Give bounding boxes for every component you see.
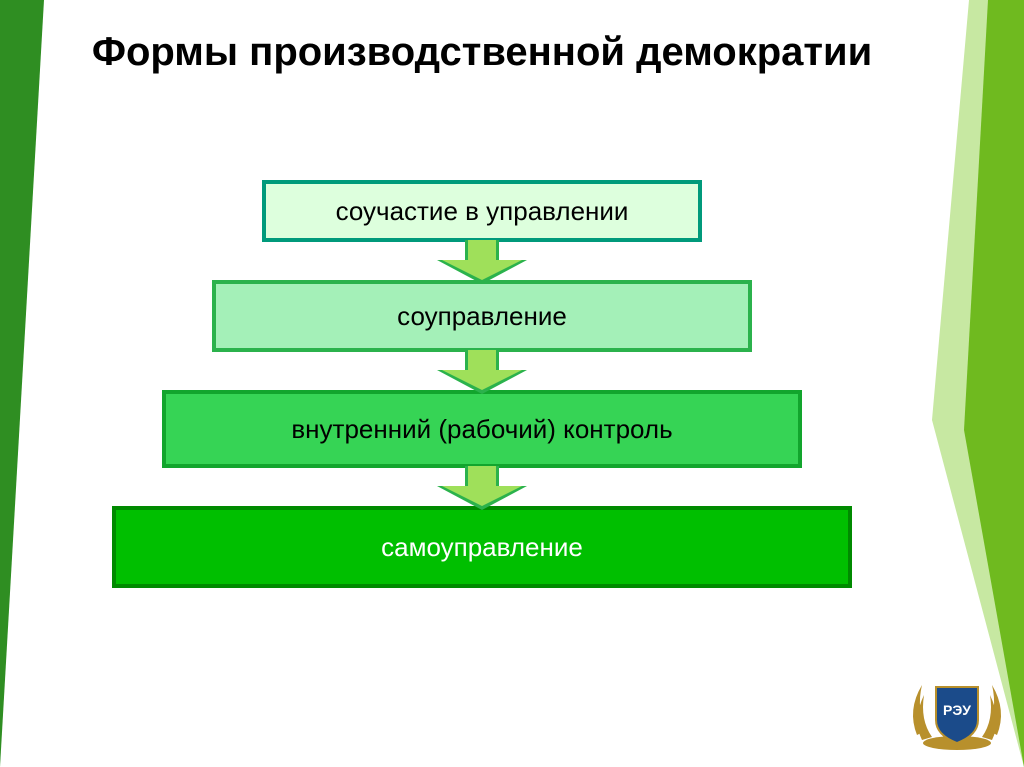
logo-initials: РЭУ	[943, 702, 971, 718]
left-corner-accent	[0, 0, 44, 767]
flow-box-label: соуправление	[397, 301, 567, 332]
right-accent-inner	[964, 0, 1024, 767]
flow-diagram: соучастие в управлении соуправление внутре…	[60, 180, 904, 588]
flow-arrow-2	[437, 466, 527, 508]
flow-box-1: соуправление	[212, 280, 752, 352]
flow-box-3: самоуправление	[112, 506, 852, 588]
flow-box-2: внутренний (рабочий) контроль	[162, 390, 802, 468]
flow-box-label: самоуправление	[381, 532, 583, 563]
slide: Формы производственной демократии соучас…	[0, 0, 1024, 767]
shield-icon: РЭУ	[936, 687, 978, 743]
flow-arrow-1	[437, 350, 527, 392]
slide-title: Формы производственной демократии	[60, 30, 904, 74]
flow-box-0: соучастие в управлении	[262, 180, 702, 242]
flow-box-label: соучастие в управлении	[336, 196, 629, 227]
flow-box-label: внутренний (рабочий) контроль	[291, 414, 672, 445]
flow-arrow-0	[437, 240, 527, 282]
university-logo: РЭУ	[902, 665, 1012, 755]
